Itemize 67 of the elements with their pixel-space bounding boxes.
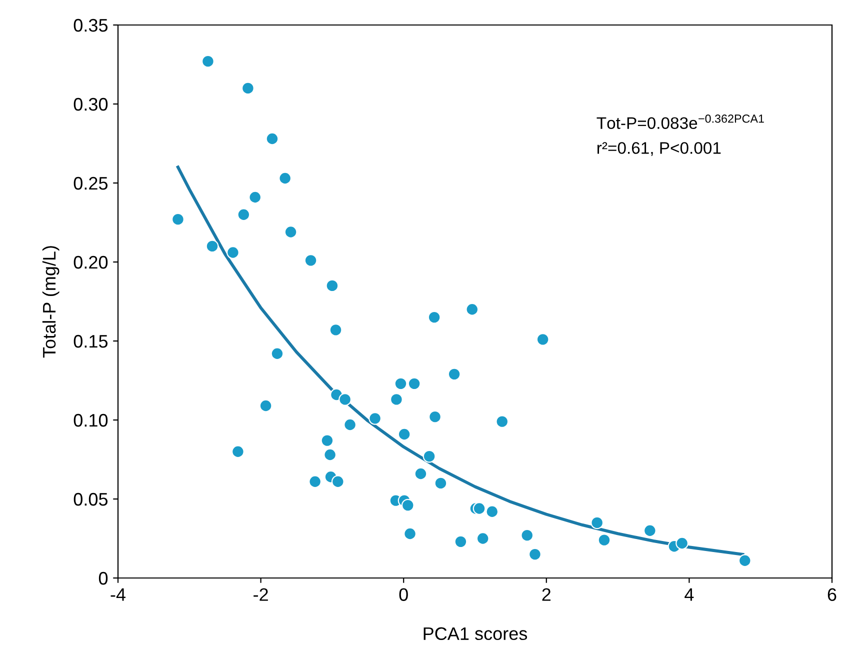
point bbox=[172, 212, 184, 226]
point bbox=[428, 310, 441, 324]
y-tick-label: 0.10 bbox=[74, 414, 108, 427]
point bbox=[320, 434, 334, 447]
point bbox=[486, 505, 499, 518]
point bbox=[324, 448, 337, 462]
point bbox=[520, 528, 534, 542]
y-tick-label: 0 bbox=[98, 572, 108, 585]
point bbox=[308, 475, 322, 488]
x-tick-label: 4 bbox=[684, 588, 694, 601]
point bbox=[259, 399, 272, 412]
y-tick-label: 0.20 bbox=[74, 256, 108, 269]
point bbox=[434, 476, 448, 490]
point bbox=[368, 412, 382, 425]
point bbox=[401, 498, 414, 512]
point bbox=[241, 82, 254, 95]
point bbox=[536, 332, 550, 346]
point bbox=[472, 502, 486, 515]
x-tick-label: 6 bbox=[828, 588, 836, 601]
point bbox=[326, 279, 339, 292]
y-tick-label: 0.30 bbox=[74, 98, 108, 111]
point bbox=[404, 527, 416, 540]
point bbox=[398, 428, 411, 441]
point bbox=[394, 377, 408, 390]
x-tick-label: 2 bbox=[542, 588, 551, 601]
y-tick-label: 0.05 bbox=[74, 492, 108, 506]
annotation: Tot-P=0.083e$^{−0.362PCA1}$ bbox=[596, 114, 764, 129]
point bbox=[202, 54, 214, 68]
point bbox=[414, 467, 428, 480]
point bbox=[428, 410, 442, 424]
point bbox=[266, 132, 279, 146]
point bbox=[284, 226, 298, 238]
point bbox=[206, 240, 219, 253]
x-axis-title: PCA1 scores bbox=[424, 627, 528, 640]
x-tick-label: 0 bbox=[399, 588, 408, 601]
x-tick-label: -4 bbox=[110, 588, 126, 601]
point bbox=[590, 516, 604, 530]
point bbox=[643, 524, 656, 538]
point bbox=[676, 536, 689, 550]
point bbox=[278, 172, 292, 185]
point bbox=[454, 535, 468, 548]
point bbox=[237, 208, 250, 222]
point bbox=[598, 534, 611, 547]
point bbox=[344, 418, 357, 432]
point bbox=[248, 190, 262, 204]
point bbox=[408, 377, 421, 390]
point bbox=[448, 368, 461, 381]
point bbox=[466, 302, 479, 316]
y-tick-label: 0.25 bbox=[74, 176, 108, 190]
point bbox=[738, 554, 752, 568]
x-tick-label: -2 bbox=[254, 588, 268, 601]
point bbox=[422, 450, 436, 463]
y-axis-title: Total-P (mg/L) bbox=[42, 246, 60, 358]
point bbox=[329, 323, 342, 336]
point bbox=[496, 415, 509, 428]
y-tick-label: 0.15 bbox=[74, 334, 108, 348]
point bbox=[476, 532, 490, 545]
point bbox=[304, 254, 318, 267]
y-tick-label: 0.35 bbox=[74, 18, 108, 32]
point bbox=[331, 475, 344, 488]
point bbox=[528, 548, 542, 561]
point bbox=[338, 393, 352, 406]
annotation: r²=0.61, P<0.001 bbox=[597, 142, 721, 156]
point bbox=[390, 393, 403, 406]
point bbox=[231, 445, 244, 458]
point bbox=[226, 246, 240, 259]
point bbox=[270, 347, 284, 360]
